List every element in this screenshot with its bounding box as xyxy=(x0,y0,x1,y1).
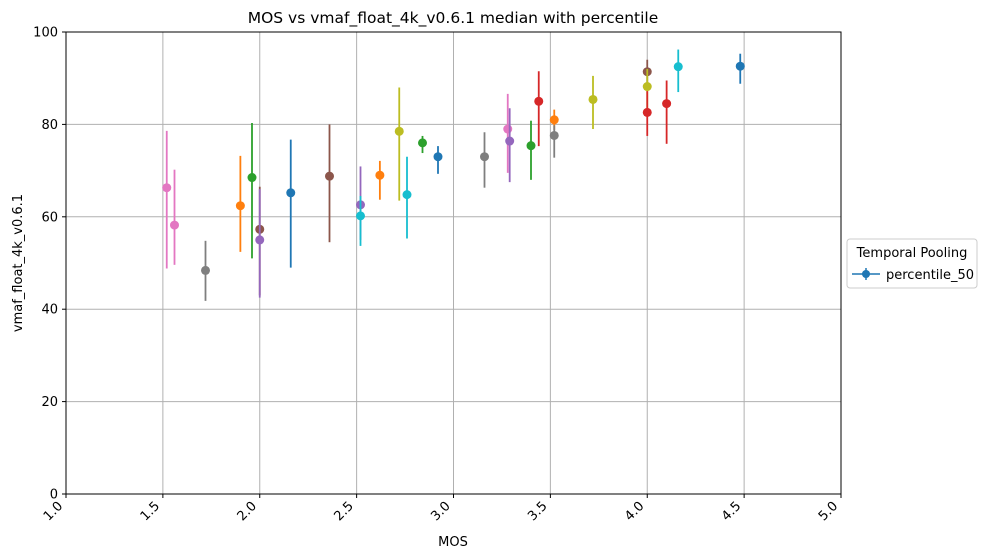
data-point xyxy=(549,125,559,158)
median-marker xyxy=(394,126,404,136)
y-tick-label: 80 xyxy=(41,118,58,133)
data-point xyxy=(662,80,672,144)
data-point xyxy=(255,189,265,298)
median-marker xyxy=(162,183,172,193)
median-marker xyxy=(642,82,652,92)
data-point xyxy=(375,160,385,200)
median-marker xyxy=(526,141,536,151)
data-point xyxy=(162,130,172,269)
median-marker xyxy=(503,124,513,134)
median-marker xyxy=(588,94,598,104)
data-point xyxy=(170,169,179,265)
data-point xyxy=(247,123,257,259)
data-point xyxy=(402,156,412,239)
median-marker xyxy=(170,220,179,230)
data-point xyxy=(735,53,745,84)
median-marker xyxy=(642,107,652,117)
median-marker xyxy=(662,99,672,109)
median-marker xyxy=(375,170,385,180)
data-point xyxy=(505,108,515,183)
data-point xyxy=(286,139,296,268)
data-points xyxy=(162,49,745,301)
data-point xyxy=(526,120,536,180)
y-tick-label: 60 xyxy=(41,210,58,225)
y-tick-label: 0 xyxy=(50,488,58,503)
y-axis-ticks: 0 20 40 60 80 100 xyxy=(33,26,66,503)
data-point xyxy=(201,240,210,301)
y-tick-label: 100 xyxy=(33,26,58,41)
data-point xyxy=(642,91,652,136)
data-point xyxy=(433,146,443,174)
legend: Temporal Pooling percentile_50 xyxy=(846,238,978,289)
median-marker xyxy=(235,201,245,211)
median-marker xyxy=(247,173,257,183)
chart-title: MOS vs vmaf_float_4k_v0.6.1 median with … xyxy=(248,9,659,28)
legend-marker xyxy=(862,270,870,278)
median-marker xyxy=(549,115,559,125)
data-point xyxy=(480,132,489,188)
median-marker xyxy=(735,61,745,71)
x-axis-title: MOS xyxy=(438,535,468,550)
legend-box xyxy=(846,238,978,289)
data-point xyxy=(394,87,404,201)
median-marker xyxy=(356,211,365,221)
median-marker xyxy=(480,152,489,162)
median-marker xyxy=(534,96,544,106)
y-axis-title: vmaf_float_4k_v0.6.1 xyxy=(11,194,26,332)
median-marker xyxy=(673,62,683,72)
data-point xyxy=(534,71,544,147)
median-marker xyxy=(433,152,443,162)
data-point xyxy=(325,124,334,243)
data-point xyxy=(673,49,683,93)
data-point xyxy=(418,135,427,154)
median-marker xyxy=(505,136,515,146)
median-marker xyxy=(402,190,412,200)
median-marker xyxy=(286,188,296,198)
median-marker xyxy=(549,130,559,140)
legend-title: Temporal Pooling xyxy=(856,246,968,261)
data-point xyxy=(235,155,245,252)
median-marker xyxy=(201,265,210,275)
y-tick-label: 40 xyxy=(41,303,58,318)
median-marker xyxy=(418,138,427,148)
y-tick-label: 20 xyxy=(41,395,58,410)
median-marker xyxy=(255,235,265,245)
legend-label: percentile_50 xyxy=(886,268,974,283)
data-point xyxy=(356,196,365,246)
median-marker xyxy=(325,171,334,181)
data-point xyxy=(588,75,598,130)
legend-entry-percentile-50: percentile_50 xyxy=(852,268,974,283)
